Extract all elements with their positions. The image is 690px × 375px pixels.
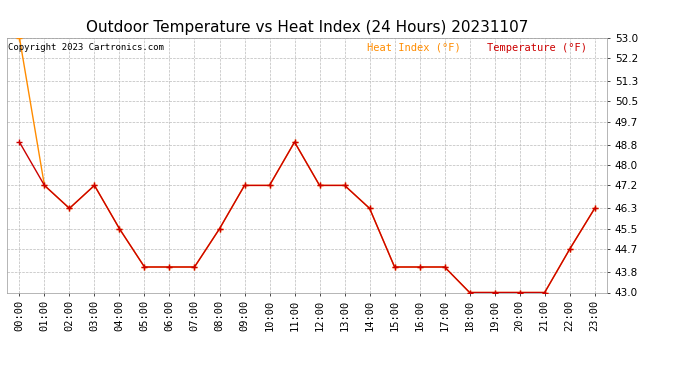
Text: Heat Index (°F): Heat Index (°F) bbox=[367, 43, 461, 52]
Text: Temperature (°F): Temperature (°F) bbox=[487, 43, 587, 52]
Title: Outdoor Temperature vs Heat Index (24 Hours) 20231107: Outdoor Temperature vs Heat Index (24 Ho… bbox=[86, 20, 529, 35]
Text: Copyright 2023 Cartronics.com: Copyright 2023 Cartronics.com bbox=[8, 43, 164, 52]
